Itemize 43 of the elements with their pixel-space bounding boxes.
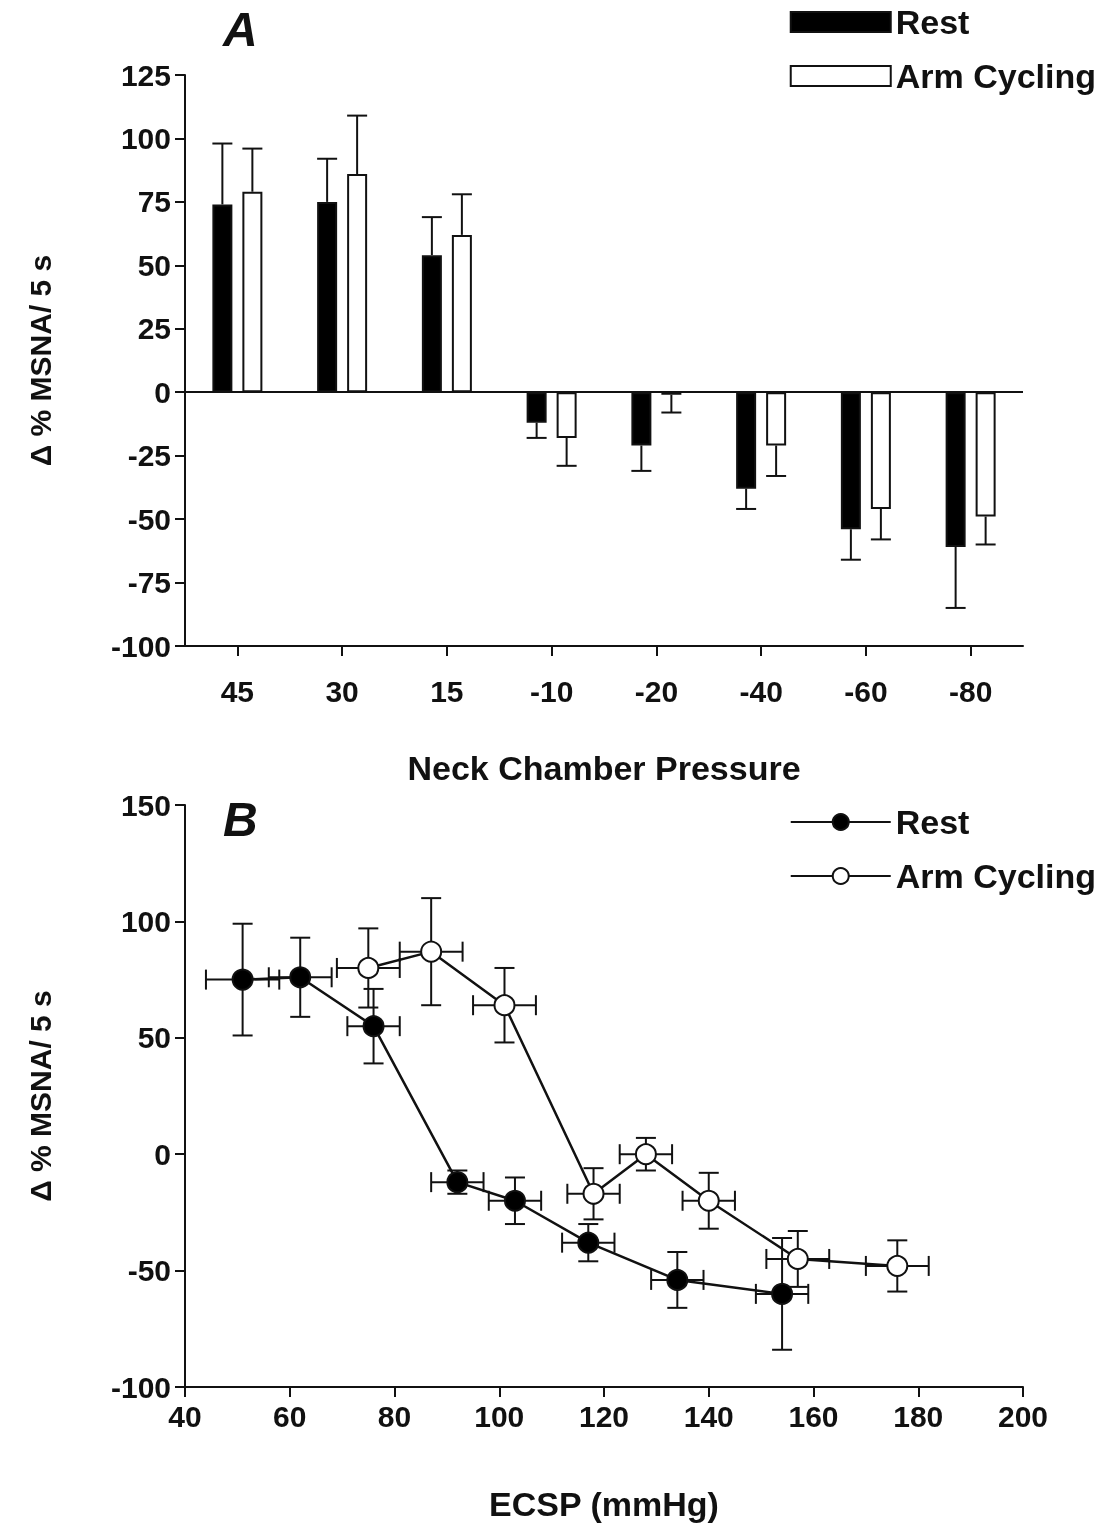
x-axis-title: Neck Chamber Pressure bbox=[407, 749, 801, 787]
y-tick-label: 75 bbox=[137, 185, 171, 219]
x-tick-label: 200 bbox=[997, 1399, 1049, 1433]
chart-title: A bbox=[222, 2, 258, 56]
y-tick-label: -75 bbox=[127, 566, 171, 600]
x-tick-label: 15 bbox=[430, 674, 464, 708]
x-tick-label: 30 bbox=[325, 674, 359, 708]
y-tick-label: 100 bbox=[120, 121, 171, 155]
x-tick-label: 160 bbox=[788, 1399, 839, 1433]
y-axis-title: Δ % MSNA/ 5 s bbox=[23, 254, 57, 467]
x-tick-label: -10 bbox=[529, 674, 574, 708]
legend-label: Arm Cycling bbox=[895, 57, 1096, 95]
x-tick-label: 100 bbox=[474, 1399, 525, 1433]
y-tick-label: 125 bbox=[120, 58, 171, 92]
x-tick-label: 180 bbox=[893, 1399, 944, 1433]
legend-label: Arm Cycling bbox=[895, 857, 1096, 895]
x-tick-label: 40 bbox=[168, 1399, 202, 1433]
legend-label: Rest bbox=[895, 3, 970, 41]
x-tick-label: 45 bbox=[220, 674, 255, 708]
legend-label: Rest bbox=[895, 803, 970, 841]
y-tick-label: 0 bbox=[154, 1137, 171, 1171]
x-tick-label: 60 bbox=[273, 1399, 307, 1433]
y-tick-label: 100 bbox=[120, 904, 171, 938]
x-tick-label: -60 bbox=[844, 674, 888, 708]
x-tick-label: -40 bbox=[739, 674, 783, 708]
y-tick-label: -100 bbox=[110, 629, 171, 663]
x-tick-label: -20 bbox=[634, 674, 679, 708]
y-tick-label: 25 bbox=[137, 312, 171, 346]
x-axis-title: ECSP (mmHg) bbox=[489, 1485, 719, 1523]
x-tick-label: 140 bbox=[683, 1399, 734, 1433]
y-tick-label: -50 bbox=[127, 1254, 171, 1288]
y-tick-label: 50 bbox=[137, 248, 171, 282]
y-tick-label: -50 bbox=[127, 502, 171, 536]
y-tick-label: 50 bbox=[137, 1021, 171, 1055]
y-axis-title: Δ % MSNA/ 5 s bbox=[23, 990, 57, 1202]
x-tick-label: -80 bbox=[948, 674, 993, 708]
x-tick-label: 120 bbox=[578, 1399, 630, 1433]
chart-title: B bbox=[223, 792, 258, 846]
y-tick-label: -25 bbox=[127, 439, 171, 473]
y-tick-label: 150 bbox=[120, 788, 171, 822]
y-tick-label: -100 bbox=[110, 1370, 171, 1404]
y-tick-label: 0 bbox=[154, 375, 171, 409]
x-tick-label: 80 bbox=[377, 1399, 412, 1433]
